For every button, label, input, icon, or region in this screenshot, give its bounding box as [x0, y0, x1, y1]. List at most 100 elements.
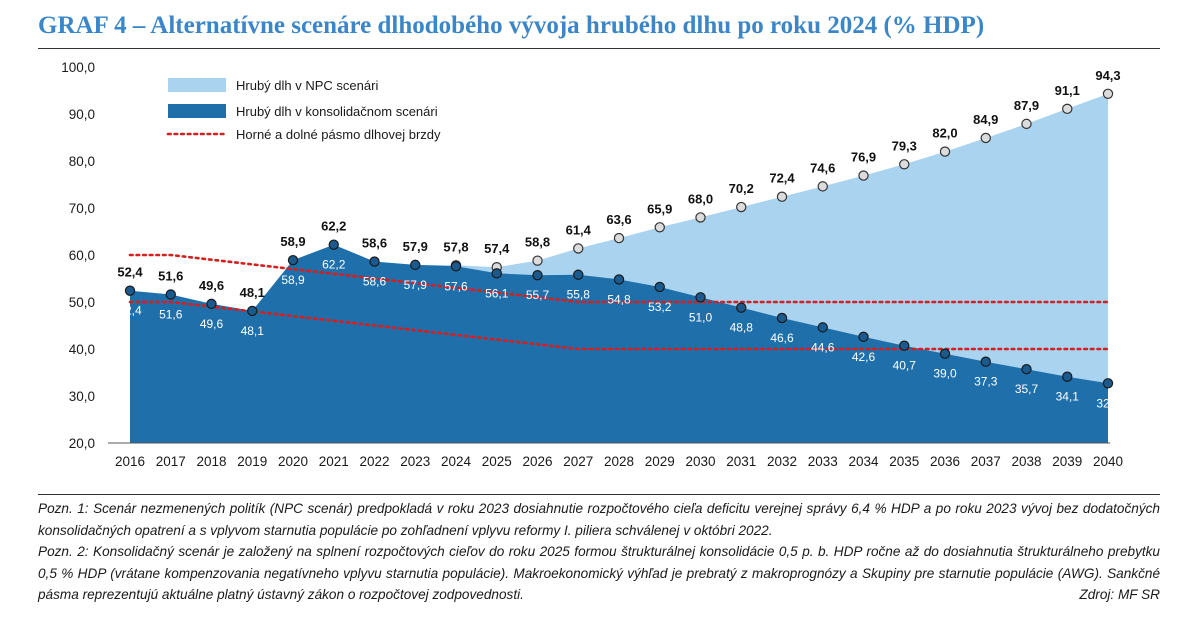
consolidation-point	[654, 281, 665, 293]
npc-point	[736, 201, 747, 213]
npc-data-label: 72,4	[769, 171, 795, 186]
area-layer	[130, 93, 1108, 444]
npc-point	[980, 132, 991, 144]
x-tick-label: 2033	[808, 454, 838, 469]
consolidation-point	[736, 302, 747, 313]
consolidation-data-label: 57,6	[444, 279, 468, 293]
npc-data-label: 63,6	[606, 212, 631, 227]
consolidation-data-label: 56,1	[485, 286, 509, 300]
x-tick-label: 2032	[767, 454, 797, 469]
consolidation-data-label: 37,3	[974, 375, 998, 389]
consolidation-data-label: 39,0	[933, 367, 957, 381]
consolidation-data-label: 52,4	[118, 304, 142, 318]
npc-data-label: 79,3	[892, 138, 917, 153]
npc-data-label: 52,4	[117, 265, 143, 280]
x-tick-label: 2020	[278, 454, 308, 469]
footnotes: Pozn. 1: Scenár nezmenených politík (NPC…	[38, 498, 1160, 606]
legend-swatch-npc	[168, 78, 226, 92]
npc-data-label: 49,6	[199, 278, 224, 293]
consolidation-point	[980, 356, 991, 367]
npc-data-label: 76,9	[851, 150, 876, 165]
title-divider	[38, 48, 1160, 49]
npc-point	[817, 181, 828, 192]
x-tick-label: 2028	[604, 454, 634, 469]
consolidation-point	[573, 269, 584, 280]
consolidation-data-label: 54,8	[607, 292, 631, 306]
consolidation-data-label: 40,7	[893, 359, 917, 373]
consolidation-data-label: 48,1	[241, 324, 265, 338]
note-2-text: Pozn. 2: Konsolidačný scenár je založený…	[38, 544, 1160, 602]
legend-label: Hrubý dlh v NPC scenári	[236, 78, 378, 93]
consolidation-point	[939, 348, 951, 359]
x-tick-label: 2031	[726, 454, 756, 469]
notes-divider	[38, 494, 1160, 495]
consolidation-data-label: 55,8	[567, 288, 591, 302]
x-tick-label: 2025	[482, 454, 512, 469]
x-tick-label: 2022	[359, 454, 389, 469]
consolidation-data-label: 48,8	[730, 321, 754, 335]
consolidation-data-label: 62,2	[322, 258, 346, 272]
y-tick-label: 80,0	[69, 154, 95, 169]
x-tick-label: 2039	[1052, 454, 1082, 469]
x-tick-label: 2026	[522, 454, 552, 469]
y-tick-label: 90,0	[69, 107, 95, 122]
marker-layer	[124, 88, 1114, 389]
consolidation-data-label: 35,7	[1015, 382, 1039, 396]
x-tick-label: 2036	[930, 454, 960, 469]
consolidation-data-label: 58,6	[363, 275, 387, 289]
x-tick-label: 2030	[685, 454, 715, 469]
legend: Hrubý dlh v NPC scenári Hrubý dlh v konso…	[166, 78, 441, 142]
y-tick-label: 70,0	[69, 201, 95, 216]
note-1: Pozn. 1: Scenár nezmenených politík (NPC…	[38, 501, 1160, 538]
consolidation-point	[613, 274, 625, 285]
consolidation-point	[899, 340, 910, 351]
chart-title: GRAF 4 – Alternatívne scenáre dlhodobého…	[38, 12, 985, 39]
npc-data-label: 94,3	[1095, 68, 1120, 83]
npc-data-label: 61,4	[566, 222, 592, 237]
y-tick-label: 20,0	[69, 436, 95, 451]
shared-point	[369, 256, 380, 267]
x-tick-label: 2029	[645, 454, 675, 469]
x-tick-label: 2019	[237, 454, 267, 469]
npc-data-label: 51,6	[158, 268, 183, 283]
x-tick-label: 2035	[889, 454, 919, 469]
consolidation-point	[1102, 378, 1114, 389]
npc-data-label: 57,8	[443, 239, 468, 254]
shared-point	[165, 289, 176, 300]
consolidation-point	[776, 312, 788, 324]
npc-data-label: 62,2	[321, 219, 346, 234]
shared-point	[410, 259, 421, 271]
npc-data-label: 58,6	[362, 236, 387, 251]
consolidation-area	[130, 244, 1108, 443]
npc-data-label: 58,9	[280, 234, 305, 249]
shared-point	[206, 298, 217, 310]
x-tick-label: 2018	[196, 454, 226, 469]
x-tick-label: 2024	[441, 454, 472, 469]
consolidation-data-label: 57,9	[404, 278, 428, 292]
consolidation-point	[532, 270, 543, 281]
consolidation-point	[817, 322, 828, 333]
shared-point	[124, 285, 136, 296]
y-tick-label: 30,0	[69, 389, 95, 404]
consolidation-data-label: 55,7	[526, 288, 550, 302]
npc-point	[532, 255, 543, 266]
debt-scenario-chart: 20,0 30,0 40,0 50,0 60,0 70,0 80,0 90,0 100,0 201…	[61, 60, 1123, 469]
x-tick-label: 2017	[156, 454, 186, 469]
source-label: Zdroj: MF SR	[1079, 587, 1160, 602]
x-tick-label: 2021	[319, 454, 349, 469]
consolidation-data-label: 58,9	[281, 273, 305, 287]
x-tick-label: 2027	[563, 454, 593, 469]
consolidation-data-label: 51,0	[689, 310, 713, 324]
x-tick-label: 2016	[115, 454, 145, 469]
consolidation-point	[1021, 364, 1032, 375]
consolidation-data-label: 49,6	[200, 317, 224, 331]
consolidation-point	[858, 331, 869, 342]
npc-point	[858, 170, 869, 181]
npc-data-label: 57,9	[403, 239, 428, 254]
legend-label: Horné a dolné pásmo dlhovej brzdy	[236, 127, 441, 142]
x-tick-label: 2037	[971, 454, 1001, 469]
npc-data-label: 65,9	[647, 201, 672, 216]
npc-data-label: 87,9	[1014, 98, 1039, 113]
npc-data-label: 57,4	[484, 241, 510, 256]
npc-data-label: 84,9	[973, 112, 998, 127]
